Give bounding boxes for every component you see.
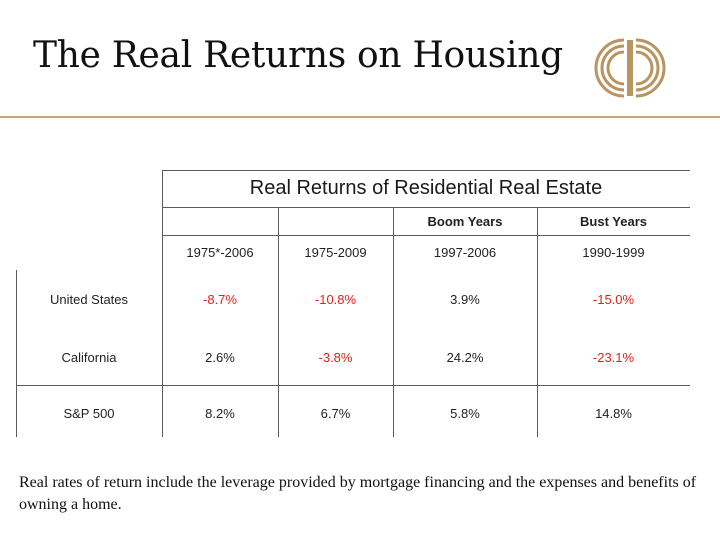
table-cell: -10.8% bbox=[314, 291, 357, 307]
title-divider bbox=[0, 116, 720, 118]
table-line bbox=[162, 170, 163, 437]
table-cell: 2.6% bbox=[205, 349, 235, 365]
table-cell: 5.8% bbox=[450, 405, 480, 421]
table-line bbox=[162, 170, 690, 171]
period-header: 1997-2006 bbox=[433, 245, 497, 260]
row-label-united-states: United States bbox=[49, 291, 129, 307]
slide-title: The Real Returns on Housing bbox=[33, 35, 563, 76]
period-header: 1990-1999 bbox=[582, 245, 645, 260]
firm-logo-icon bbox=[594, 38, 666, 98]
table-line bbox=[393, 207, 394, 437]
boom-years-header: Boom Years bbox=[427, 213, 503, 229]
table-cell: -23.1% bbox=[592, 349, 635, 365]
table-cell: 3.9% bbox=[450, 291, 480, 307]
table-line bbox=[278, 207, 279, 437]
caption: Real rates of return include the leverag… bbox=[19, 474, 697, 513]
table-line bbox=[16, 270, 17, 437]
returns-table: Real Returns of Residential Real Estate … bbox=[16, 170, 690, 437]
table-cell: -8.7% bbox=[203, 291, 237, 307]
table-line bbox=[162, 235, 690, 236]
row-label-california: California bbox=[61, 349, 117, 365]
table-line bbox=[537, 207, 538, 437]
table-cell: -15.0% bbox=[592, 291, 635, 307]
table-cell: -3.8% bbox=[318, 349, 353, 365]
table-line bbox=[162, 207, 690, 208]
table-title: Real Returns of Residential Real Estate bbox=[249, 177, 603, 199]
period-header: 1975*-2006 bbox=[186, 245, 254, 260]
row-label-sp500: S&P 500 bbox=[63, 405, 115, 421]
table-cell: 8.2% bbox=[205, 405, 235, 421]
table-line bbox=[16, 385, 690, 386]
bust-years-header: Bust Years bbox=[580, 213, 647, 229]
table-cell: 6.7% bbox=[320, 405, 351, 421]
period-header: 1975-2009 bbox=[304, 245, 367, 260]
table-cell: 24.2% bbox=[446, 349, 484, 365]
table-cell: 14.8% bbox=[595, 405, 632, 421]
